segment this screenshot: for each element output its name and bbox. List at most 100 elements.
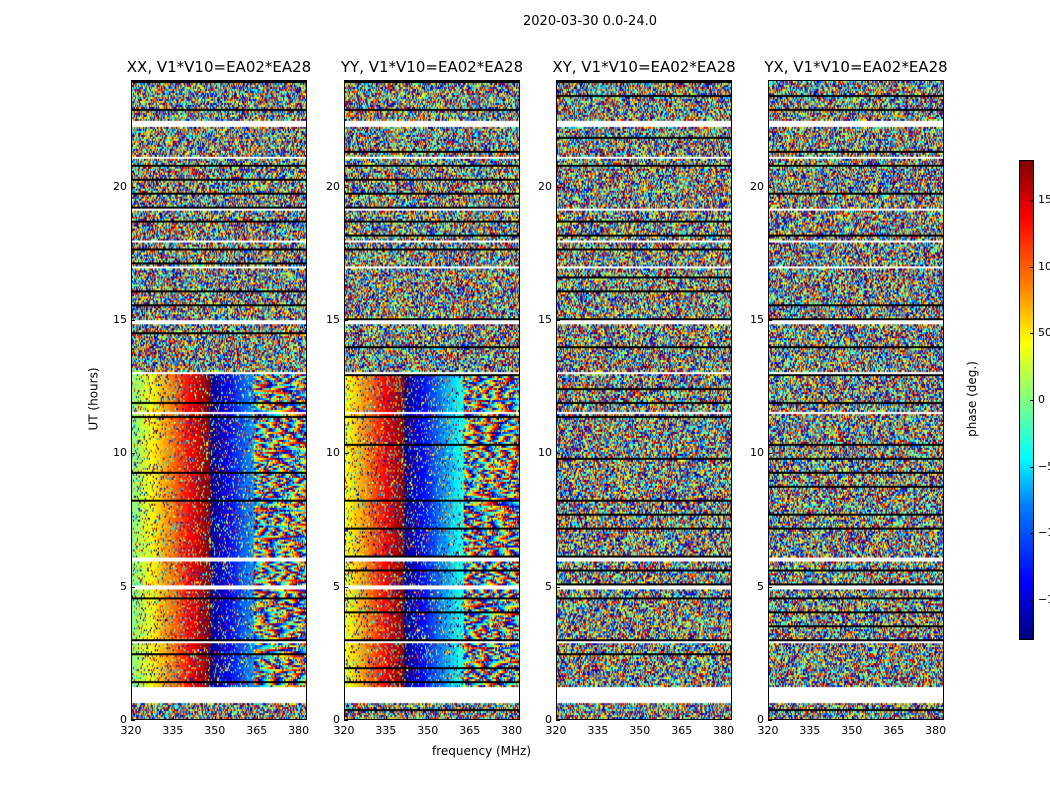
x-tick-mark (344, 716, 345, 720)
x-tick-label: 365 (883, 724, 905, 737)
x-tick-mark (214, 716, 216, 720)
y-tick-mark (556, 586, 560, 588)
x-tick-label: 365 (459, 724, 481, 737)
x-tick-label: 320 (333, 724, 355, 737)
y-axis-label: UT (hours) (86, 367, 101, 431)
heatmap-panel (768, 80, 944, 720)
heatmap-panel (131, 80, 307, 720)
y-tick-label: 10 (538, 446, 552, 460)
y-tick-label: 5 (120, 579, 127, 593)
x-tick-label: 380 (288, 724, 310, 737)
colorbar-tick-label: −150 (1038, 593, 1050, 606)
x-tick-label: 320 (120, 724, 142, 737)
y-tick-mark (131, 453, 135, 455)
colorbar-tick-mark (1030, 400, 1034, 401)
x-tick-label: 335 (375, 724, 397, 737)
y-tick-mark (556, 320, 560, 321)
x-tick-label: 380 (501, 724, 523, 737)
x-tick-label: 335 (587, 724, 609, 737)
y-tick-label: 10 (326, 446, 340, 460)
heatmap-image (769, 81, 943, 719)
x-tick-label: 350 (841, 724, 863, 737)
y-tick-mark (768, 720, 772, 721)
y-tick-mark (344, 720, 348, 721)
colorbar-tick-mark (1030, 533, 1034, 535)
colorbar-tick-mark (1030, 333, 1034, 335)
colorbar-tick-label: −50 (1038, 459, 1050, 473)
x-tick-mark (256, 716, 258, 720)
y-tick-label: 20 (538, 179, 552, 193)
panel-title: YX, V1*V10=EA02*EA28 (764, 58, 948, 76)
colorbar-label: phase (deg.) (964, 361, 979, 437)
y-tick-mark (131, 586, 135, 588)
x-tick-label: 365 (671, 724, 693, 737)
colorbar-tick-mark (1030, 200, 1034, 201)
y-tick-label: 10 (113, 446, 127, 460)
heatmap-panel (556, 80, 732, 720)
x-tick-mark (893, 716, 895, 720)
colorbar-tick-mark (1030, 600, 1034, 601)
x-tick-label: 350 (204, 724, 226, 737)
x-tick-mark (681, 716, 683, 720)
y-tick-mark (131, 320, 135, 321)
panel-title: XY, V1*V10=EA02*EA28 (552, 58, 736, 76)
y-tick-label: 5 (333, 579, 340, 593)
x-tick-mark (556, 716, 557, 720)
y-tick-label: 15 (750, 313, 764, 326)
y-tick-label: 20 (326, 179, 340, 193)
y-tick-label: 20 (113, 179, 127, 193)
y-tick-mark (768, 320, 772, 321)
y-tick-mark (556, 453, 560, 455)
y-tick-label: 0 (757, 713, 764, 726)
x-tick-mark (427, 716, 429, 720)
x-tick-mark (172, 716, 174, 720)
panel-title: XX, V1*V10=EA02*EA28 (126, 58, 312, 76)
x-tick-mark (385, 716, 387, 720)
x-tick-label: 320 (545, 724, 567, 737)
heatmap-panel (344, 80, 520, 720)
y-tick-mark (768, 186, 772, 188)
x-tick-label: 335 (162, 724, 184, 737)
x-tick-mark (639, 716, 641, 720)
y-tick-mark (131, 720, 135, 721)
y-tick-mark (344, 186, 348, 188)
y-tick-mark (556, 186, 560, 188)
x-tick-mark (809, 716, 811, 720)
y-tick-mark (768, 586, 772, 588)
x-tick-label: 350 (629, 724, 651, 737)
panel-title: YY, V1*V10=EA02*EA28 (340, 58, 524, 76)
x-tick-mark (511, 716, 513, 720)
heatmap-image (132, 81, 306, 719)
x-tick-mark (935, 716, 937, 720)
x-tick-mark (768, 716, 769, 720)
y-tick-label: 10 (750, 446, 764, 460)
colorbar-tick-mark (1030, 466, 1034, 468)
y-tick-label: 0 (545, 713, 552, 726)
x-tick-label: 365 (246, 724, 268, 737)
colorbar-tick-mark (1030, 266, 1034, 268)
y-tick-label: 15 (538, 313, 552, 326)
y-tick-label: 0 (120, 713, 127, 726)
x-tick-label: 335 (799, 724, 821, 737)
x-tick-label: 380 (713, 724, 735, 737)
y-tick-mark (344, 453, 348, 455)
x-tick-label: 350 (417, 724, 439, 737)
x-tick-label: 320 (757, 724, 779, 737)
y-tick-mark (131, 186, 135, 188)
x-tick-label: 380 (925, 724, 947, 737)
colorbar-tick-label: 100 (1038, 259, 1050, 273)
colorbar-tick-label: 150 (1038, 193, 1050, 206)
x-tick-mark (851, 716, 853, 720)
y-tick-label: 0 (333, 713, 340, 726)
y-tick-label: 5 (545, 579, 552, 593)
y-tick-mark (768, 453, 772, 455)
x-tick-mark (469, 716, 471, 720)
y-tick-mark (556, 720, 560, 721)
colorbar-tick-label: 0 (1038, 393, 1045, 406)
y-tick-mark (344, 320, 348, 321)
x-tick-mark (298, 716, 300, 720)
heatmap-image (557, 81, 731, 719)
x-tick-mark (131, 716, 132, 720)
x-tick-mark (597, 716, 599, 720)
